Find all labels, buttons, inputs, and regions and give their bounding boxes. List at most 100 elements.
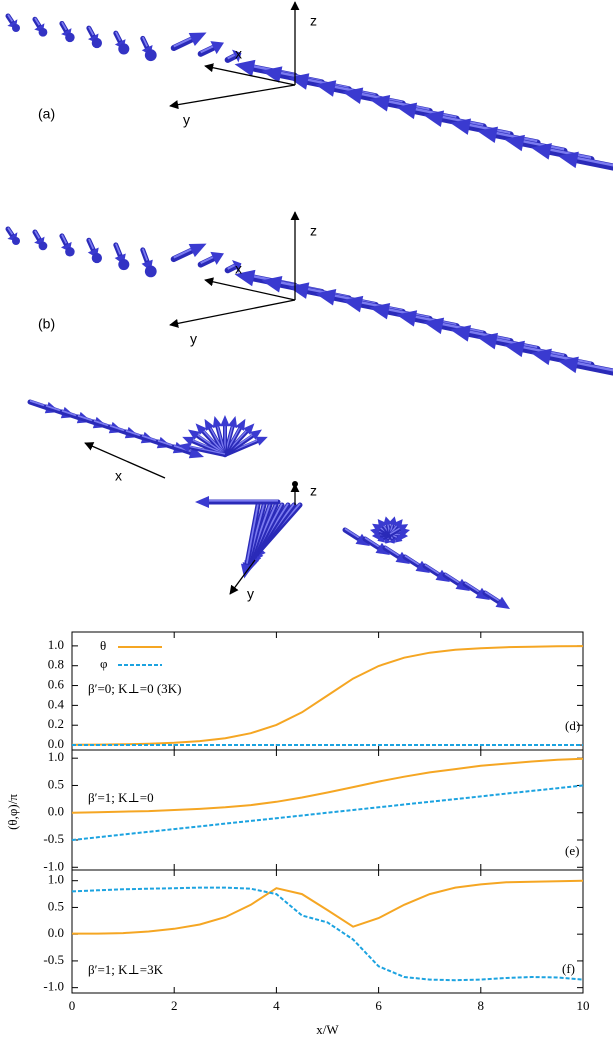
x-axis — [204, 63, 296, 86]
spin-arrow-shaft — [388, 527, 402, 537]
spin-arrow-shaft — [442, 572, 462, 587]
spin-arrow-shine — [192, 439, 226, 455]
y-tick-label: 1.0 — [48, 749, 64, 764]
spin-arrow-shine — [61, 234, 68, 244]
spin-arrow-shaft — [342, 527, 362, 542]
x-axis-label: x — [115, 468, 122, 484]
spin-arrow-shine — [245, 503, 259, 564]
spin-ball — [118, 43, 130, 55]
y-tick-label: 0.6 — [48, 677, 65, 692]
plot-frame — [71, 749, 584, 871]
spin-ball — [91, 37, 102, 49]
z-axis-label: z — [310, 483, 317, 499]
spin-arrow-shine — [424, 564, 440, 575]
spin-arrow-head — [377, 518, 388, 530]
spin-ball — [12, 24, 20, 32]
spin-arrow-head — [369, 94, 391, 112]
y-tick-label: 0.0 — [48, 925, 64, 940]
spin-arrow-head — [235, 418, 246, 431]
spin-arrow-head — [558, 151, 579, 169]
x-tick-label: 0 — [69, 998, 76, 1013]
spin-ball — [118, 259, 130, 271]
spin-ball — [65, 246, 75, 257]
spin-arrow-shine — [389, 527, 401, 535]
spin-arrow-head — [231, 49, 242, 63]
spin-arrow-shine — [227, 53, 236, 60]
spin-arrow-head — [195, 423, 207, 435]
spin-arrow-head — [234, 59, 256, 77]
spin-arrow-head — [477, 332, 499, 350]
spin-arrow-head — [531, 143, 552, 160]
spin-arrow-shaft — [573, 361, 613, 376]
spin-arrow-shaft — [482, 590, 502, 605]
spin-arrow-head — [243, 423, 255, 435]
y-axis-label: (θ,φ)/π — [5, 794, 20, 830]
spin-arrow-head — [227, 415, 238, 429]
spin-arrow-shine — [125, 429, 143, 438]
arrow-panels: z x y (a) z x y (b) z x y — [5, 1, 613, 609]
annotation: (e) — [565, 843, 579, 858]
spin-arrow-head — [394, 533, 403, 543]
spin-ball — [12, 237, 20, 245]
y-tick-label: -1.0 — [43, 979, 64, 994]
spin-arrow-shine — [141, 434, 159, 443]
spin-ball — [144, 49, 157, 62]
spin-arrow-shine — [29, 399, 47, 408]
y-axis — [169, 299, 296, 328]
spin-arrow-shine — [200, 45, 214, 54]
spin-ball — [91, 252, 102, 264]
series-line — [71, 645, 584, 746]
spin-arrow-head — [231, 260, 242, 273]
spin-arrow-head — [250, 429, 262, 440]
y-tick-label: 0.0 — [48, 736, 64, 751]
spin-arrow-head — [178, 442, 191, 453]
spin-arrow-shine — [364, 537, 380, 548]
spin-arrow-shine — [404, 555, 420, 566]
z-axis-label: z — [310, 13, 317, 29]
panel-label: (a) — [38, 106, 55, 122]
z-axis-label: z — [310, 223, 317, 239]
spin-arrow-shaft — [422, 563, 442, 578]
x-tick-label: 4 — [273, 998, 280, 1013]
spin-arrow-head — [377, 533, 386, 543]
spin-arrow-shine — [200, 255, 214, 265]
spin-ball — [38, 27, 48, 37]
spin-arrow-shine — [7, 14, 14, 22]
spin-arrow-shine — [77, 414, 95, 423]
annotation: β′=1; K⊥=3K — [88, 962, 164, 977]
y-axis-label: y — [247, 586, 254, 602]
spin-arrow-head — [369, 302, 391, 320]
spin-arrow-shine — [93, 419, 111, 428]
x-axis — [84, 442, 166, 479]
y-tick-label: -0.5 — [43, 952, 64, 967]
spin-arrow-shine — [196, 434, 226, 455]
y-tick-label: 0.8 — [48, 657, 64, 672]
spin-arrow-shine — [34, 17, 41, 26]
spin-arrow-head — [558, 356, 579, 374]
spin-arrow-shine — [61, 409, 79, 418]
x-axis — [204, 277, 296, 301]
spin-arrow-head — [220, 415, 230, 427]
spin-arrow-head — [315, 80, 337, 97]
spin-arrow-shaft — [402, 554, 422, 569]
spin-arrow-shine — [34, 230, 41, 239]
spin-arrow-head — [234, 269, 256, 287]
x-axis-label: x — [235, 46, 242, 62]
y-tick-label: -1.0 — [43, 858, 64, 873]
spin-arrow-head — [288, 282, 310, 299]
spin-arrow-shine — [114, 243, 122, 255]
spin-arrow-head — [188, 243, 207, 258]
spin-arrow-head — [195, 496, 209, 508]
spin-arrow-head — [397, 524, 409, 534]
spin-ball — [144, 265, 157, 278]
spin-arrow-shaft — [170, 36, 195, 51]
spin-arrow-shine — [464, 582, 480, 593]
spin-ball — [65, 32, 75, 43]
spin-arrow-head — [504, 340, 525, 358]
spin-arrow-head — [261, 66, 283, 83]
y-tick-label: 0.0 — [48, 804, 64, 819]
x-tick-label: 10 — [577, 998, 590, 1013]
spin-arrow-head — [210, 251, 224, 265]
spin-arrow-head — [477, 126, 499, 144]
spin-arrow-head — [495, 596, 510, 609]
